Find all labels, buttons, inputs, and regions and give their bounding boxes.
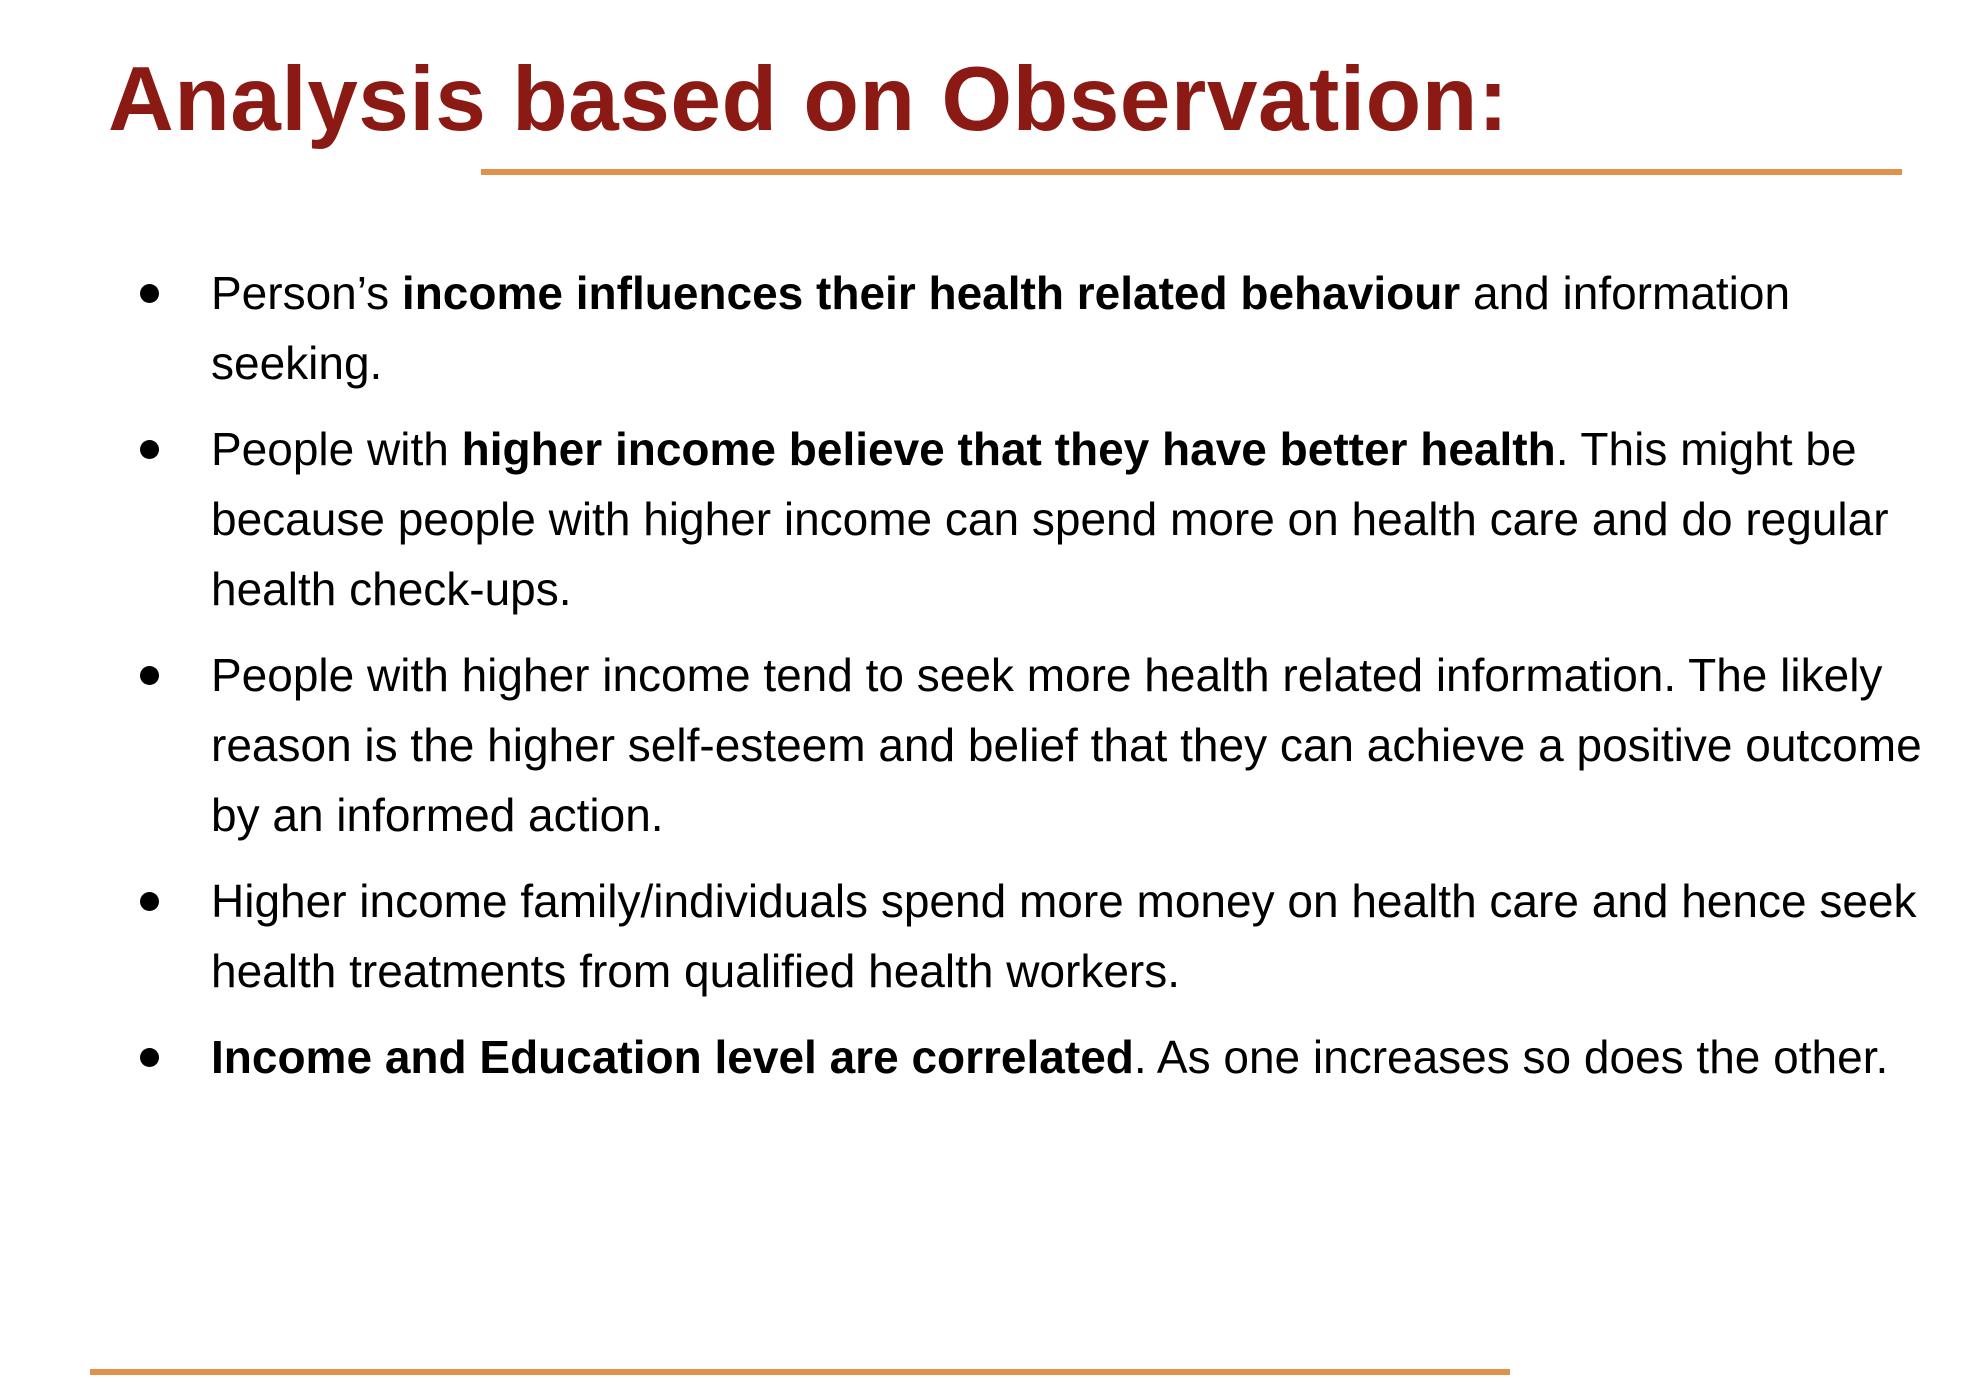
- footer-rule: [90, 1369, 1510, 1375]
- bullet-text-segment: Person’s: [211, 267, 402, 319]
- bullet-list: Person’s income influences their health …: [0, 258, 1984, 1108]
- bullet-item: Higher income family/individuals spend m…: [0, 866, 1984, 1006]
- bullet-item: Income and Education level are correlate…: [0, 1022, 1984, 1092]
- bullet-text-segment: . This might be because people with high…: [211, 423, 1889, 615]
- bullet-dot-icon: [140, 1048, 159, 1067]
- bullet-text-segment: Higher income family/individuals spend m…: [211, 875, 1917, 997]
- bullet-text-segment-bold: Income and Education level are correlate…: [211, 1031, 1134, 1083]
- bullet-item: Person’s income influences their health …: [0, 258, 1984, 398]
- bullet-text-segment-bold: income influences their health related b…: [401, 267, 1461, 319]
- bullet-text-segment: People with: [211, 423, 462, 475]
- bullet-text-segment: People with higher income tend to seek m…: [211, 649, 1922, 841]
- bullet-text-segment: . As one increases so does the other.: [1133, 1031, 1889, 1083]
- slide-title: Analysis based on Observation:: [108, 49, 1509, 150]
- bullet-item: People with higher income believe that t…: [0, 414, 1984, 624]
- bullet-dot-icon: [140, 892, 159, 911]
- bullet-item: People with higher income tend to seek m…: [0, 640, 1984, 850]
- bullet-dot-icon: [140, 666, 159, 685]
- bullet-text-segment-bold: higher income believe that they have bet…: [461, 423, 1556, 475]
- bullet-text-segment: and information seeking.: [211, 267, 1791, 389]
- bullet-dot-icon: [140, 284, 159, 303]
- bullet-dot-icon: [140, 440, 159, 459]
- title-underline-rule: [481, 169, 1902, 175]
